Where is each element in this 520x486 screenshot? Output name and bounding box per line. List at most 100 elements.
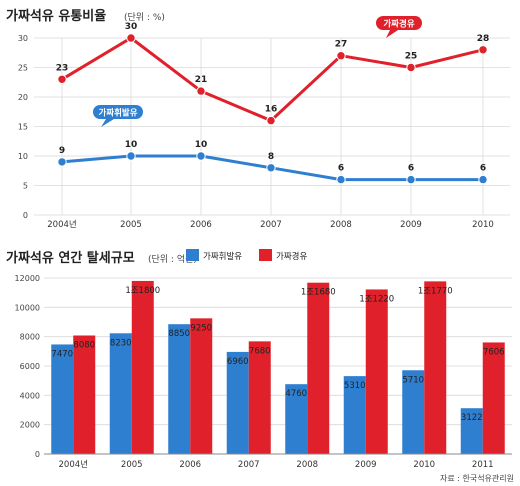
bar-value-label: 8080 [73,340,95,350]
line-point [478,45,488,55]
bar-diesel [73,335,96,454]
line-y-tick-label: 30 [18,34,28,43]
bar-value-label: 1조1770 [418,286,453,296]
line-data-label: 25 [405,52,418,62]
line-data-label: 6 [408,164,414,174]
bar-gasoline [51,344,74,454]
line-point [478,174,488,185]
legend-label: 가짜경유 [276,251,307,262]
line-x-tick-label: 2006 [190,220,212,230]
line-data-label: 23 [56,63,69,73]
bar-diesel [482,342,505,454]
bar-gasoline [402,370,425,454]
bar-value-label: 5310 [344,381,366,391]
line-point [196,151,206,161]
bar-x-tick-label: 2006 [179,460,201,470]
line-point [336,51,346,61]
bar-x-tick-label: 2004년 [59,459,88,470]
bar-y-tick-label: 10000 [15,303,40,312]
legend-label: 가짜휘발유 [203,251,242,262]
bar-value-label: 7470 [51,349,73,359]
series-callout-pointer [386,30,398,38]
line-y-tick-label: 25 [18,64,28,73]
line-data-label: 30 [125,22,138,32]
line-point [406,174,416,185]
series-callout-pointer [101,119,114,127]
series-callout-badge [93,105,143,119]
line-point [266,115,276,126]
legend-swatch [186,249,199,261]
line-y-tick-label: 20 [18,93,28,102]
line-y-tick-label: 0 [23,211,28,220]
bar-x-tick-label: 2011 [472,460,494,470]
legend-swatch [259,249,272,261]
line-y-tick-label: 5 [23,182,28,191]
source-note: 자료 : 한국석유관리원 [440,473,514,483]
line-data-label: 6 [338,164,344,174]
bar-diesel [424,281,447,454]
line-x-tick-label: 2004년 [47,219,76,230]
bar-value-label: 7606 [483,347,505,357]
line-x-tick-label: 2009 [400,220,422,230]
line-chart: 0 5 10 15 20 25 30 2004년 2005 2006 2007 2008 2009 201… [18,16,510,230]
bar-gasoline [460,408,483,454]
line-point [126,151,136,161]
bar-y-tick-label: 0 [35,450,40,459]
line-y-tick-label: 15 [18,123,28,132]
bar-gasoline [343,376,366,454]
bar-gasoline [226,351,249,454]
line-point [406,62,416,73]
bar-diesel [131,280,154,454]
bar-y-tick-label: 2000 [20,421,40,430]
bar-x-tick-label: 2009 [355,460,377,470]
bar-y-tick-label: 4000 [20,391,40,400]
bar-y-tick-label: 12000 [15,274,40,283]
line-data-label: 16 [265,105,278,115]
series-callout-label: 가짜경유 [383,19,414,30]
bar-x-tick-label: 2008 [296,460,318,470]
bar-value-label: 5710 [402,375,424,385]
bar-value-label: 8850 [168,329,190,339]
bar-x-tick-label: 2010 [413,460,435,470]
bar-gasoline [168,324,191,454]
line-y-tick-label: 10 [18,152,28,161]
line-data-label: 9 [59,146,65,156]
line-x-tick-label: 2010 [472,220,494,230]
line-x-tick-label: 2007 [260,220,282,230]
bar-value-label: 1조1220 [359,294,394,304]
bar-value-label: 1조1800 [125,286,160,296]
line-data-label: 28 [477,34,490,44]
line-chart-unit: (단위 : %) [124,12,165,23]
line-point [266,163,276,173]
line-data-label: 8 [268,152,274,162]
bar-y-tick-label: 8000 [20,333,40,342]
line-x-tick-label: 2005 [120,220,142,230]
bar-diesel [190,318,213,454]
series-callout-badge [376,16,422,30]
bar-diesel [248,341,271,454]
line-data-label: 21 [195,75,208,85]
bar-value-label: 7680 [249,346,271,356]
line-data-label: 6 [480,164,486,174]
bar-x-tick-label: 2007 [238,460,260,470]
line-data-label: 27 [335,40,348,50]
bar-gasoline [285,384,308,454]
bar-chart-unit: (단위 : 억원) [148,253,197,265]
bar-value-label: 3122 [461,413,483,423]
bar-diesel [365,289,388,454]
line-point [57,157,67,167]
bar-diesel [307,282,330,454]
bar-value-label: 8230 [110,338,132,348]
bar-value-label: 1조1680 [301,288,336,298]
line-point [336,174,346,185]
line-data-label: 10 [195,140,208,150]
line-point [126,33,136,43]
line-chart-title: 가짜석유 유통비율 [6,8,106,24]
line-point [57,74,67,85]
line-point [196,86,206,96]
bar-value-label: 6960 [227,357,249,367]
bar-gasoline [109,333,132,454]
